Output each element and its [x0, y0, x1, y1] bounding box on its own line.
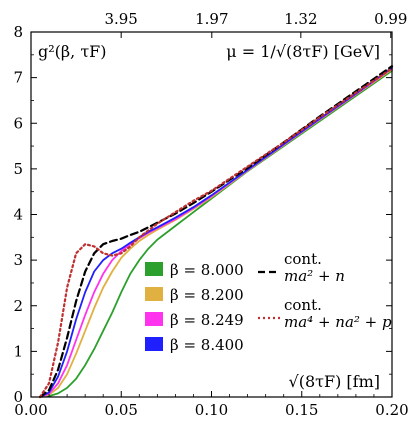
top-axis-label: μ = 1/√(8τF) [GeV]: [226, 42, 380, 61]
corner-label: g²(β, τF): [38, 42, 107, 61]
y-tick-label: 2: [13, 297, 23, 315]
x-tick-label: 0.10: [195, 401, 228, 419]
x-tick-label: 0.20: [375, 401, 408, 419]
y-tick-label: 5: [13, 160, 23, 178]
legend-label: cont.: [284, 296, 322, 314]
legend-label: β = 8.200: [170, 286, 244, 304]
series-line-3: [39, 66, 393, 398]
x-axis-label: √(8τF) [fm]: [289, 372, 380, 391]
legend-swatch: [145, 262, 163, 276]
top-tick-label: 1.32: [284, 10, 317, 28]
series-line-5: [38, 67, 394, 399]
x-tick-label: 0.00: [14, 401, 47, 419]
y-tick-label: 7: [13, 69, 23, 87]
legend-label: β = 8.249: [170, 311, 244, 329]
ticks-layer: 0.00 0.05 0.10 0.15 0.20 0 1 2 3 4 5 6 7 8 3.95 1.97 1.3…: [13, 10, 408, 419]
top-tick-label: 0.99: [374, 10, 407, 28]
y-tick-label: 4: [13, 206, 23, 224]
top-tick-label: 3.95: [104, 10, 137, 28]
legend-formula: ma² + n: [284, 267, 345, 285]
legend-swatch: [145, 337, 163, 351]
x-tick-label: 0.05: [105, 401, 138, 419]
y-tick-label: 0: [13, 388, 23, 406]
series-layer: [38, 65, 394, 399]
legend-swatch: [145, 312, 163, 326]
legend-layer: β = 8.000 β = 8.200 β = 8.249 β = 8.400 cont…: [145, 250, 392, 354]
legend-label: cont.: [284, 250, 322, 268]
legend-formula: ma⁴ + na² + p: [284, 313, 392, 331]
x-tick-label: 0.15: [285, 401, 318, 419]
y-tick-label: 6: [13, 114, 23, 132]
y-tick-label: 3: [13, 251, 23, 269]
legend-label: β = 8.000: [170, 261, 244, 279]
legend-label: β = 8.400: [170, 336, 244, 354]
legend-swatch: [145, 287, 163, 301]
y-tick-label: 1: [13, 342, 23, 360]
top-tick-label: 1.97: [195, 10, 228, 28]
y-tick-label: 8: [13, 23, 23, 41]
